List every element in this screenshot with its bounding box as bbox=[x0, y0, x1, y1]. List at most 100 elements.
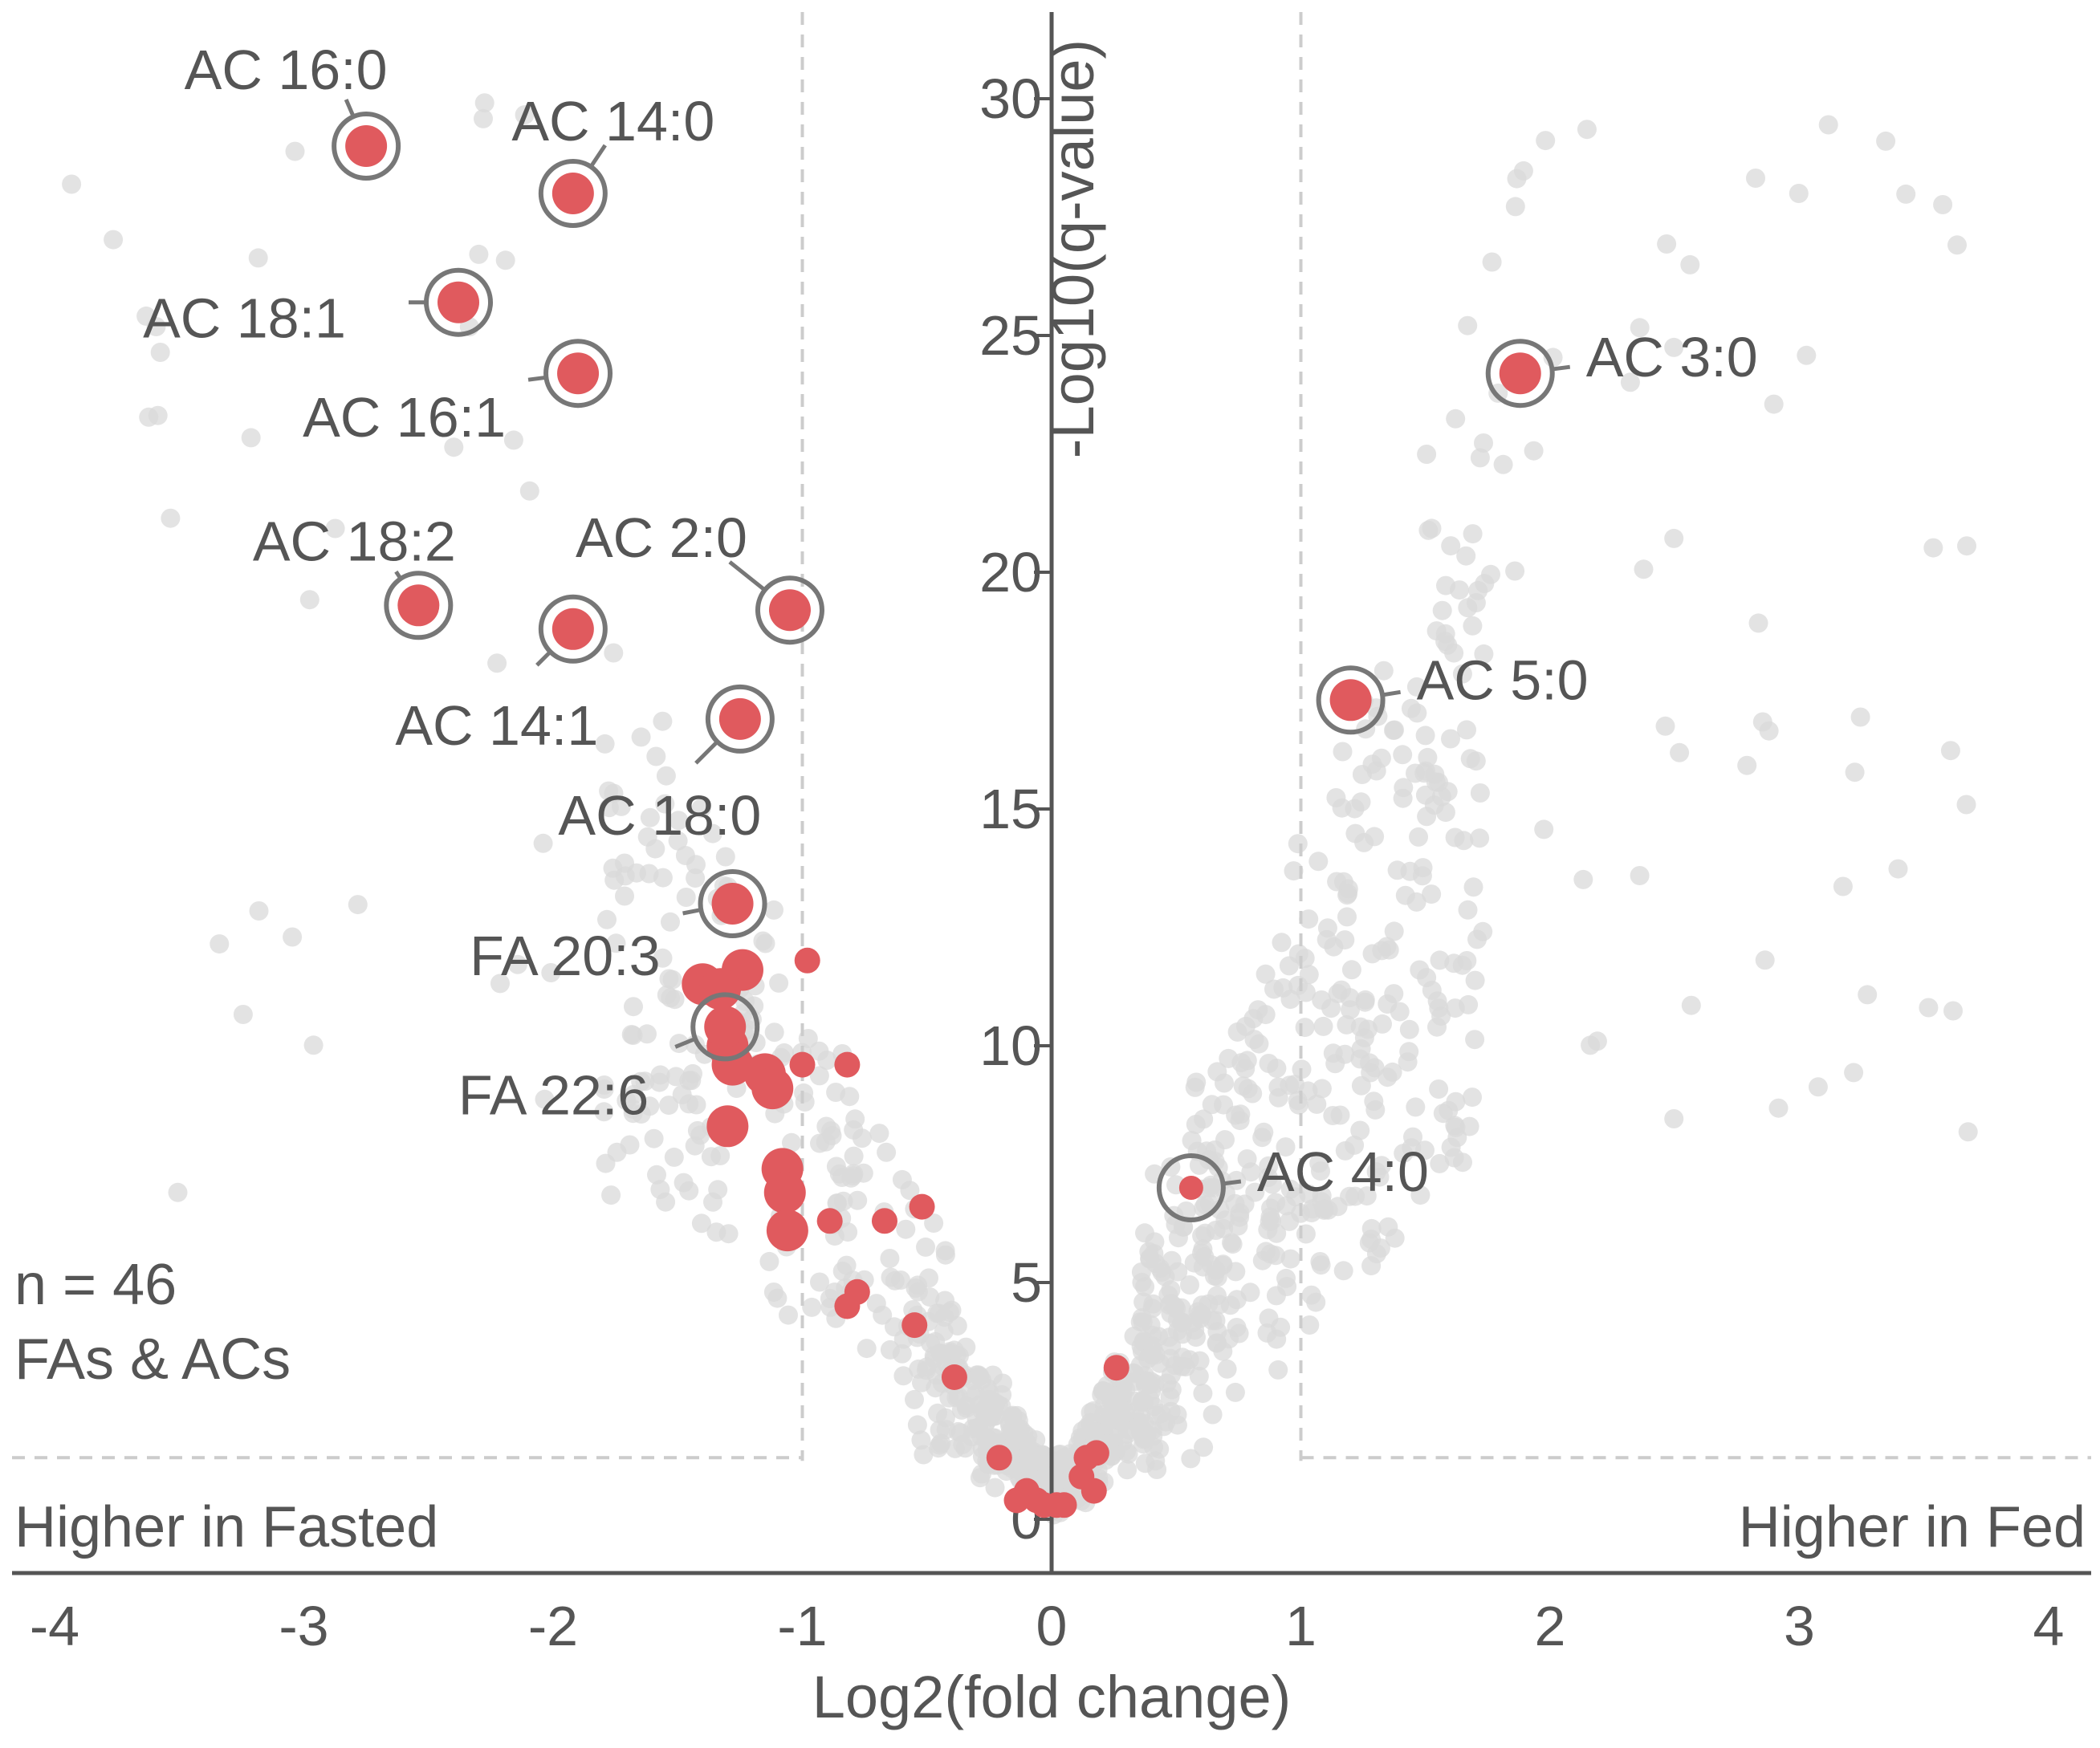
callout-labels: AC 16:0 AC 14:0 AC 18:1 AC 16:1 AC 18:2 AC 2:… bbox=[143, 39, 1758, 1222]
highlight-point bbox=[1051, 1492, 1077, 1518]
background-point bbox=[1446, 1091, 1466, 1112]
background-point bbox=[1768, 1098, 1789, 1118]
background-point bbox=[1818, 115, 1838, 135]
background-point bbox=[1306, 1292, 1326, 1312]
background-point bbox=[1956, 795, 1976, 815]
background-point bbox=[1238, 1079, 1258, 1099]
background-point bbox=[1664, 528, 1684, 548]
label-ring bbox=[1485, 339, 1555, 409]
label-ring bbox=[384, 571, 454, 640]
highlight-point bbox=[941, 1364, 967, 1390]
background-point bbox=[779, 1305, 798, 1325]
background-point bbox=[1309, 1153, 1329, 1173]
background-point bbox=[1225, 1382, 1245, 1402]
background-point bbox=[662, 970, 682, 990]
background-point bbox=[896, 1219, 916, 1239]
background-point bbox=[1888, 859, 1908, 879]
background-point bbox=[1267, 1329, 1287, 1349]
background-point bbox=[1422, 518, 1442, 539]
background-point bbox=[1085, 1422, 1105, 1441]
background-point bbox=[1101, 1410, 1120, 1430]
background-point bbox=[1577, 120, 1597, 140]
background-point bbox=[1748, 613, 1768, 633]
background-point bbox=[1432, 600, 1452, 620]
background-point bbox=[1318, 1200, 1338, 1220]
background-point bbox=[1458, 900, 1478, 920]
background-point bbox=[474, 93, 494, 113]
background-point bbox=[1858, 985, 1878, 1005]
background-point bbox=[1237, 1149, 1257, 1169]
background-point bbox=[617, 1091, 637, 1111]
background-point bbox=[1151, 1404, 1171, 1424]
point-label: AC 14:0 bbox=[511, 90, 714, 152]
point-label: AC 16:1 bbox=[303, 386, 506, 449]
background-point bbox=[1132, 1308, 1152, 1327]
highlight-point bbox=[816, 1208, 843, 1234]
labeled-point bbox=[1499, 352, 1541, 395]
background-point bbox=[1288, 944, 1308, 964]
leader-line bbox=[1223, 1179, 1242, 1186]
background-point bbox=[640, 807, 660, 827]
background-point bbox=[1445, 998, 1465, 1018]
background-point bbox=[1458, 598, 1478, 618]
background-point bbox=[639, 864, 659, 884]
background-point bbox=[594, 1075, 614, 1095]
background-point bbox=[1194, 1437, 1214, 1457]
background-point bbox=[1433, 1104, 1453, 1124]
background-point bbox=[880, 1339, 900, 1360]
background-point bbox=[1957, 536, 1976, 556]
labeled-point bbox=[551, 608, 594, 650]
background-point bbox=[985, 1478, 1005, 1498]
background-point bbox=[139, 407, 159, 427]
background-point bbox=[822, 1126, 842, 1146]
background-point bbox=[1210, 1295, 1230, 1315]
background-point bbox=[676, 888, 696, 907]
background-point bbox=[1179, 1350, 1199, 1370]
background-point bbox=[1393, 788, 1413, 808]
background-point bbox=[1680, 254, 1700, 274]
background-point bbox=[1446, 409, 1466, 429]
background-point bbox=[668, 831, 688, 851]
background-point bbox=[1185, 1077, 1205, 1097]
label-ring bbox=[755, 575, 824, 645]
background-point bbox=[1417, 807, 1437, 827]
background-point bbox=[1657, 234, 1677, 254]
background-point bbox=[848, 1190, 868, 1210]
background-point bbox=[1365, 1100, 1386, 1120]
background-point bbox=[1333, 742, 1353, 762]
background-point bbox=[844, 1146, 864, 1166]
background-point bbox=[596, 1153, 616, 1173]
background-point bbox=[1958, 1122, 1978, 1142]
highlight-point bbox=[1031, 1492, 1057, 1518]
y-tick-label: 15 bbox=[979, 778, 1042, 840]
annotations: n = 46 FAs & ACs Higher in Fasted Higher… bbox=[14, 39, 2086, 1730]
background-point bbox=[691, 799, 711, 819]
point-label: AC 16:0 bbox=[185, 39, 388, 101]
background-point bbox=[1312, 1079, 1332, 1099]
background-point bbox=[647, 1165, 666, 1185]
background-point bbox=[637, 1024, 657, 1044]
background-point bbox=[1466, 751, 1486, 771]
background-point bbox=[1465, 970, 1485, 990]
background-point bbox=[1482, 252, 1502, 272]
point-label: AC 3:0 bbox=[1586, 326, 1758, 388]
background-point bbox=[1755, 950, 1775, 970]
background-point bbox=[1323, 1043, 1343, 1063]
background-point bbox=[1664, 337, 1684, 357]
x-tick-label: 0 bbox=[1036, 1595, 1068, 1657]
background-point bbox=[1133, 1420, 1153, 1440]
background-point bbox=[1630, 318, 1650, 338]
background-point bbox=[645, 839, 665, 859]
background-point bbox=[1248, 1000, 1268, 1020]
background-point bbox=[1399, 1019, 1419, 1039]
background-point bbox=[1850, 707, 1870, 727]
background-point bbox=[1833, 876, 1853, 896]
labeled-point bbox=[345, 125, 388, 167]
background-point bbox=[631, 727, 651, 747]
background-point bbox=[1189, 1366, 1209, 1386]
highlight-point bbox=[1081, 1478, 1107, 1504]
background-point bbox=[649, 1072, 669, 1092]
background-point bbox=[764, 1022, 784, 1043]
background-point bbox=[1463, 1087, 1482, 1108]
background-point bbox=[1474, 644, 1494, 664]
